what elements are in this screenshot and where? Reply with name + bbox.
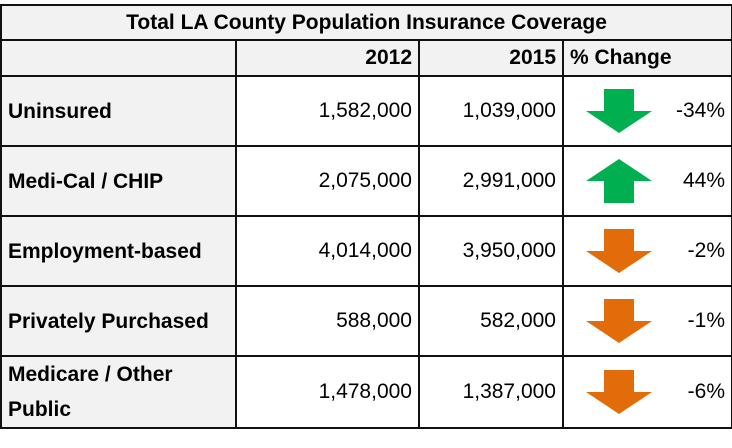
table-row: Privately Purchased 588,000 582,000 -1% xyxy=(0,285,732,357)
change-value: -34% xyxy=(676,99,726,122)
row-label: Medicare / Other Public xyxy=(0,355,237,429)
change-cell: -34% xyxy=(561,75,732,147)
row-label: Privately Purchased xyxy=(0,285,237,357)
arrow-down-icon xyxy=(586,89,652,133)
table-row: Medi-Cal / CHIP 2,075,000 2,991,000 44% xyxy=(0,145,732,217)
value-2015: 1,039,000 xyxy=(418,75,564,147)
value-2015: 2,991,000 xyxy=(418,145,564,217)
change-value: 44% xyxy=(683,169,726,192)
change-cell: 44% xyxy=(561,145,732,217)
value-2015: 1,387,000 xyxy=(418,355,564,429)
value-2012: 1,478,000 xyxy=(235,355,420,429)
value-2012: 1,582,000 xyxy=(235,75,420,147)
arrow-down-icon xyxy=(586,299,652,343)
header-label xyxy=(0,39,237,77)
value-2015: 3,950,000 xyxy=(418,215,564,287)
value-2012: 4,014,000 xyxy=(235,215,420,287)
header-row: 2012 2015 % Change xyxy=(0,39,732,77)
coverage-table: Total LA County Population Insurance Cov… xyxy=(0,4,732,429)
change-value: -6% xyxy=(687,380,726,403)
change-value: -1% xyxy=(687,309,726,332)
table-row: Medicare / Other Public 1,478,000 1,387,… xyxy=(0,355,732,429)
table-row: Uninsured 1,582,000 1,039,000 -34% xyxy=(0,75,732,147)
value-2012: 2,075,000 xyxy=(235,145,420,217)
change-value: -2% xyxy=(687,239,726,262)
value-2012: 588,000 xyxy=(235,285,420,357)
row-label: Medi-Cal / CHIP xyxy=(0,145,237,217)
header-2015: 2015 xyxy=(418,39,564,77)
header-change: % Change xyxy=(561,39,732,77)
row-label: Uninsured xyxy=(0,75,237,147)
change-cell: -1% xyxy=(561,285,732,357)
change-cell: -2% xyxy=(561,215,732,287)
value-2015: 582,000 xyxy=(418,285,564,357)
arrow-down-icon xyxy=(586,229,652,273)
header-2012: 2012 xyxy=(235,39,420,77)
table-row: Employment-based 4,014,000 3,950,000 -2% xyxy=(0,215,732,287)
table-title: Total LA County Population Insurance Cov… xyxy=(0,4,732,41)
arrow-down-icon xyxy=(586,370,652,414)
change-cell: -6% xyxy=(561,355,732,429)
row-label: Employment-based xyxy=(0,215,237,287)
arrow-up-icon xyxy=(586,159,652,203)
